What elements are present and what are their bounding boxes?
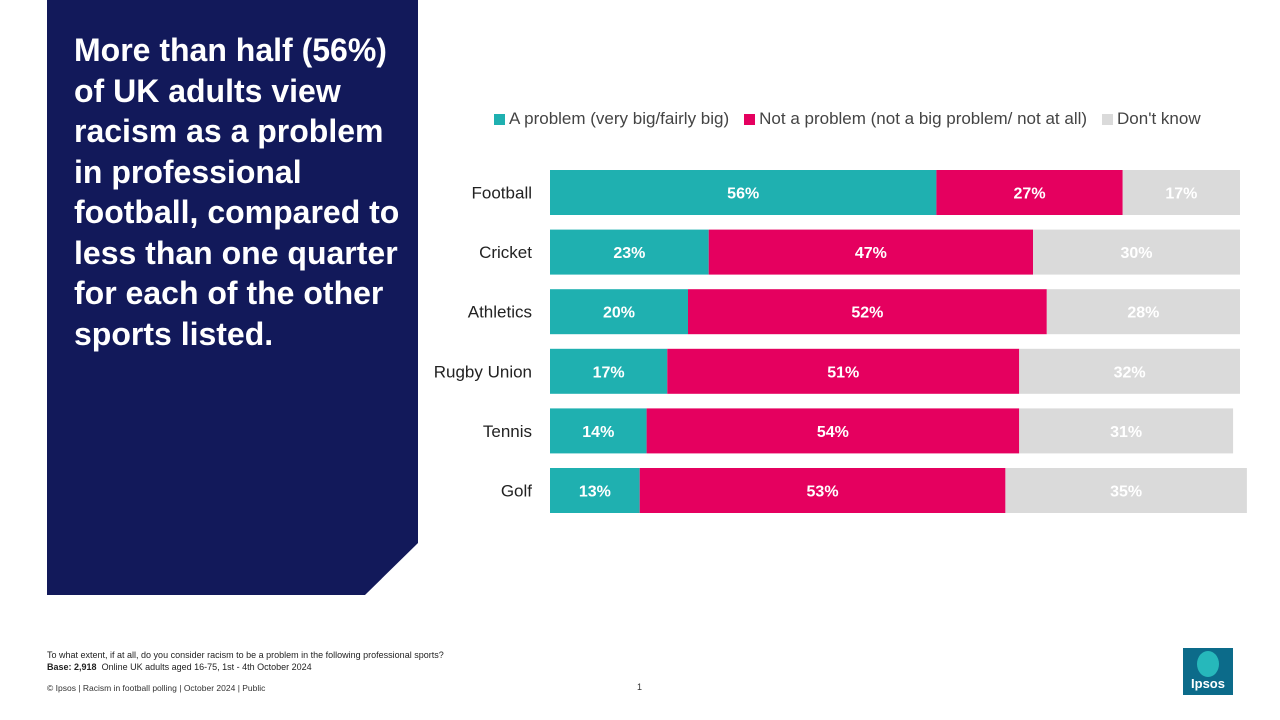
footnote: To what extent, if at all, do you consid… <box>47 649 444 673</box>
legend-item-dont-know: Don't know <box>1102 109 1201 129</box>
value-label-tennis-problem: 14% <box>582 424 614 441</box>
ipsos-logo: Ipsos <box>1183 648 1233 695</box>
bar-tennis-problem <box>550 408 647 454</box>
bar-football-problem <box>550 170 937 215</box>
value-label-athletics-not-problem: 52% <box>851 305 883 322</box>
footer-copyright: © Ipsos | Racism in football polling | O… <box>47 683 266 693</box>
legend-item-problem: A problem (very big/fairly big) <box>494 109 729 129</box>
bar-cricket-not-problem <box>708 229 1033 275</box>
base-label: Base: 2,918 <box>47 662 97 672</box>
bar-athletics-not-problem <box>688 289 1047 335</box>
chart-legend: A problem (very big/fairly big) Not a pr… <box>494 107 1254 131</box>
headline-panel <box>47 0 418 595</box>
value-label-cricket-not-problem: 47% <box>855 245 887 262</box>
bar-football-not-problem <box>936 170 1123 215</box>
value-label-golf-problem: 13% <box>579 484 611 501</box>
bar-rugby-union-dont-know <box>1019 348 1240 394</box>
bar-golf-dont-know <box>1005 468 1247 513</box>
bar-football-dont-know <box>1122 170 1240 215</box>
logo-swoosh-icon <box>1197 651 1219 677</box>
base-info: Base: 2,918 Online UK adults aged 16-75,… <box>47 661 444 673</box>
legend-label-dont-know: Don't know <box>1117 109 1201 128</box>
value-label-tennis-dont-know: 31% <box>1110 424 1142 441</box>
bar-tennis-dont-know <box>1019 408 1234 454</box>
headline: More than half (56%) of UK adults view r… <box>74 32 400 352</box>
value-label-rugby-union-dont-know: 32% <box>1114 364 1146 381</box>
legend-swatch-dont-know <box>1102 113 1114 125</box>
value-label-football-dont-know: 17% <box>1165 186 1197 203</box>
legend-label-problem: A problem (very big/fairly big) <box>509 109 730 128</box>
value-label-cricket-problem: 23% <box>613 245 645 262</box>
bar-athletics-dont-know <box>1046 289 1240 335</box>
value-label-cricket-dont-know: 30% <box>1120 245 1152 262</box>
bar-cricket-problem <box>550 229 709 275</box>
bar-rugby-union-not-problem <box>667 348 1020 394</box>
bar-golf-not-problem <box>639 468 1006 513</box>
bar-tennis-not-problem <box>646 408 1020 454</box>
category-label-cricket: Cricket <box>479 243 532 262</box>
base-detail: Online UK adults aged 16-75, 1st - 4th O… <box>101 662 312 672</box>
category-label-athletics: Athletics <box>468 303 532 322</box>
value-label-tennis-not-problem: 54% <box>817 424 849 441</box>
legend-item-not-problem: Not a problem (not a big problem/ not at… <box>744 109 1087 129</box>
survey-question: To what extent, if at all, do you consid… <box>47 650 444 660</box>
bar-cricket-dont-know <box>1033 229 1240 275</box>
legend-label-not-problem: Not a problem (not a big problem/ not at… <box>759 109 1088 128</box>
page-number: 1 <box>637 682 643 692</box>
category-label-rugby-union: Rugby Union <box>434 362 532 381</box>
value-label-athletics-dont-know: 28% <box>1127 305 1159 322</box>
value-label-football-not-problem: 27% <box>1014 186 1046 203</box>
value-label-golf-dont-know: 35% <box>1110 484 1142 501</box>
value-label-rugby-union-not-problem: 51% <box>827 364 859 381</box>
value-label-rugby-union-problem: 17% <box>593 364 625 381</box>
value-label-golf-not-problem: 53% <box>807 484 839 501</box>
category-label-golf: Golf <box>501 482 532 501</box>
value-label-football-problem: 56% <box>727 186 759 203</box>
bar-golf-problem <box>550 468 640 513</box>
bar-rugby-union-problem <box>550 348 668 394</box>
category-label-tennis: Tennis <box>483 422 532 441</box>
logo-text: Ipsos <box>1191 676 1225 691</box>
bar-athletics-problem <box>550 289 688 335</box>
value-label-athletics-problem: 20% <box>603 305 635 322</box>
category-label-football: Football <box>472 184 532 203</box>
legend-swatch-problem <box>494 113 505 125</box>
legend-swatch-not-problem <box>744 113 756 125</box>
